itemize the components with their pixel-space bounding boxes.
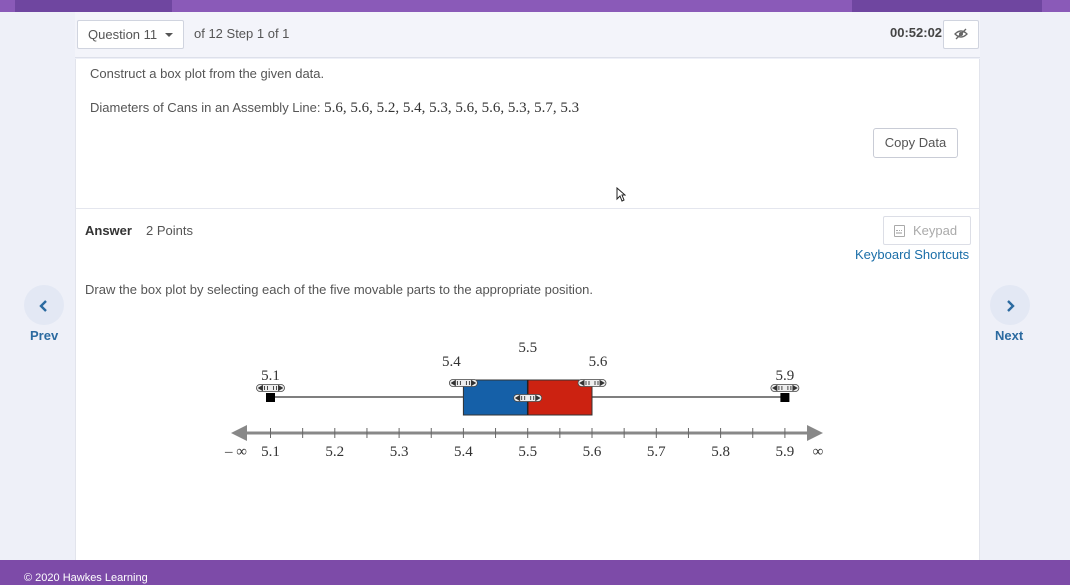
question-select[interactable]: Question 11 <box>77 20 184 49</box>
number-line-right-arrow <box>807 425 823 441</box>
calculator-icon <box>894 225 905 237</box>
q1-drag-handle[interactable] <box>448 379 478 387</box>
number-line-left-arrow <box>231 425 247 441</box>
chevron-left-icon <box>39 300 47 312</box>
answer-label: Answer <box>85 223 132 238</box>
min-drag-handle[interactable] <box>256 384 285 392</box>
copyright-text: © 2020 Hawkes Learning <box>24 572 148 584</box>
keypad-button[interactable]: Keypad <box>883 216 971 245</box>
min-value-label: 5.1 <box>261 368 280 384</box>
keypad-label: Keypad <box>913 223 958 238</box>
prev-button[interactable] <box>24 285 64 325</box>
keyboard-shortcuts-link[interactable]: Keyboard Shortcuts <box>855 247 970 262</box>
chevron-right-icon <box>1007 300 1015 312</box>
tick-label: 5.7 <box>647 444 666 460</box>
min-marker[interactable] <box>266 393 275 402</box>
max-value-label: 5.9 <box>776 368 795 384</box>
q3-value-label: 5.6 <box>589 354 608 370</box>
tick-label: 5.2 <box>325 444 344 460</box>
pos-infinity-label: ∞ <box>813 444 824 460</box>
answer-instruction: Draw the box plot by selecting each of t… <box>85 282 594 297</box>
data-label: Diameters of Cans in an Assembly Line: <box>90 100 321 115</box>
q1-value-label: 5.4 <box>442 354 461 370</box>
question-progress-text: of 12 Step 1 of 1 <box>194 26 290 41</box>
question-data: Diameters of Cans in an Assembly Line: 5… <box>90 100 579 117</box>
next-label[interactable]: Next <box>995 328 1024 343</box>
eye-slash-icon <box>954 28 968 40</box>
copy-data-button[interactable]: Copy Data <box>873 128 958 158</box>
next-button[interactable] <box>990 285 1030 325</box>
mouse-cursor-icon <box>616 187 626 202</box>
question-select-label: Question 11 <box>88 27 158 42</box>
tick-label: 5.4 <box>454 444 473 460</box>
max-marker[interactable] <box>780 393 790 402</box>
q3-drag-handle[interactable] <box>577 379 607 387</box>
tick-label: 5.6 <box>583 444 602 460</box>
question-header: Question 11 of 12 Step 1 of 1 00:52:02 <box>75 12 980 58</box>
neg-infinity-label: – ∞ <box>224 444 247 460</box>
tick-label: 5.8 <box>711 444 730 460</box>
tick-label: 5.9 <box>776 444 795 460</box>
question-panel: Construct a box plot from the given data… <box>75 59 980 208</box>
footer: © 2020 Hawkes Learning <box>0 560 1070 585</box>
number-line-ticks: 5.1 5.2 5.3 5.4 5.5 5.6 5.7 5.8 5.9 <box>261 428 794 460</box>
caret-down-icon <box>165 33 173 37</box>
hide-timer-button[interactable] <box>943 20 979 49</box>
median-value-label: 5.5 <box>518 340 537 356</box>
question-prompt: Construct a box plot from the given data… <box>90 66 325 81</box>
tick-label: 5.1 <box>261 444 280 460</box>
max-drag-handle[interactable] <box>770 384 800 392</box>
top-bar <box>0 0 1070 12</box>
answer-panel: Answer 2 Points Keypad Keyboard Shortcut… <box>75 208 980 560</box>
top-bar-segment-right <box>852 0 1042 12</box>
top-bar-segment-left <box>15 0 172 12</box>
prev-label[interactable]: Prev <box>30 328 59 343</box>
timer: 00:52:02 <box>890 25 943 40</box>
tick-label: 5.3 <box>390 444 409 460</box>
data-values: 5.6, 5.6, 5.2, 5.4, 5.3, 5.6, 5.6, 5.3, … <box>324 100 580 116</box>
tick-label: 5.5 <box>518 444 537 460</box>
answer-points: 2 Points <box>146 223 193 238</box>
median-drag-handle[interactable] <box>513 394 543 402</box>
